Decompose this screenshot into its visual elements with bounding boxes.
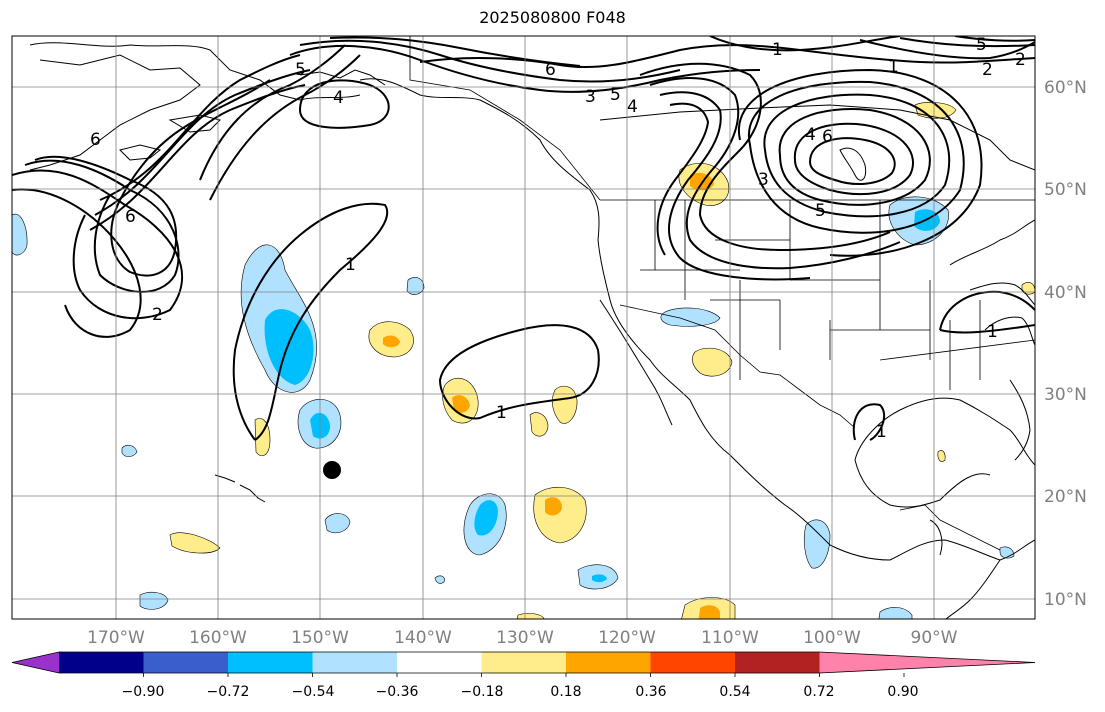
colorbar-tick-label: 0.36: [635, 684, 666, 700]
colorbar-segment: [397, 652, 482, 673]
contour-label: 6: [822, 127, 833, 147]
contour-label: 1: [876, 422, 887, 442]
lon-label: 90°W: [911, 628, 958, 648]
lon-label: 130°W: [496, 628, 554, 648]
contour-label: 1: [987, 322, 998, 342]
colorbar-tick-label: −0.90: [122, 684, 165, 700]
contour-label: 4: [333, 88, 344, 108]
colorbar-segment: [650, 652, 736, 673]
contour-label: 4: [627, 97, 638, 117]
colorbar-tick-labels: −0.90 −0.72 −0.54 −0.36 −0.18 0.18 0.36 …: [122, 684, 919, 700]
lon-label: 120°W: [598, 628, 656, 648]
colorbar-tick-label: 0.54: [719, 684, 750, 700]
colorbar-segment: [312, 652, 398, 673]
contour-label: 2: [982, 60, 993, 80]
latitude-labels: 60°N 50°N 40°N 30°N 20°N 10°N: [1044, 78, 1087, 610]
contour-label: 1: [496, 403, 507, 423]
contour-label: 4: [805, 125, 816, 145]
contour-label: 1: [345, 255, 356, 275]
colorbar-extend-max: [819, 652, 1035, 673]
colorbar-segment: [735, 652, 820, 673]
contour-lines: [12, 36, 1035, 441]
lat-label: 30°N: [1044, 385, 1087, 405]
lat-label: 10°N: [1044, 590, 1087, 610]
longitude-labels: 170°W 160°W 150°W 140°W 130°W 120°W 110°…: [87, 628, 958, 648]
graticule: [12, 36, 1035, 619]
map-title: 2025080800 F048: [479, 8, 626, 27]
colorbar-tick-label: 0.18: [550, 684, 581, 700]
contour-label: 3: [758, 170, 769, 190]
contour-label: 1: [772, 40, 783, 60]
lon-label: 150°W: [291, 628, 349, 648]
lat-label: 60°N: [1044, 78, 1087, 98]
contour-label: 5: [610, 85, 621, 105]
center-marker: [323, 461, 341, 479]
colorbar-segment: [143, 652, 229, 673]
lon-label: 160°W: [189, 628, 247, 648]
colorbar-tick-label: −0.36: [376, 684, 419, 700]
lon-label: 170°W: [87, 628, 145, 648]
lon-label: 100°W: [803, 628, 861, 648]
map-frame: [11, 35, 1036, 620]
lon-label: 110°W: [701, 628, 759, 648]
contour-label: 5: [815, 201, 826, 221]
contour-label: 5: [295, 60, 306, 80]
lat-label: 50°N: [1044, 180, 1087, 200]
map-area: [12, 36, 1035, 619]
colorbar-segment: [481, 652, 567, 673]
contour-label: 6: [125, 207, 136, 227]
contour-label-group: 6 6 2 5 4 6 3 5 4 1 1 2 5 2 4 6 3 5 1 1 …: [90, 35, 1026, 442]
contour-label: 6: [545, 60, 556, 80]
colorbar-tick-label: −0.18: [461, 684, 504, 700]
colorbar-outline: [11, 651, 1036, 674]
colorbar-segment: [59, 652, 144, 673]
colorbar-segment: [566, 652, 651, 673]
lat-label: 40°N: [1044, 283, 1087, 303]
lon-label: 140°W: [394, 628, 452, 648]
colorbar-tick-label: −0.72: [207, 684, 250, 700]
colorbar-extend-min: [12, 652, 59, 673]
contour-label: 2: [152, 305, 163, 325]
coastlines: [29, 42, 1035, 619]
contour-label: 1: [888, 57, 899, 77]
colorbar-tick-label: 0.90: [887, 684, 918, 700]
colorbar: [11, 651, 1036, 677]
colorbar-tick-label: −0.54: [292, 684, 335, 700]
contour-label: 5: [976, 35, 987, 55]
contour-label: 6: [90, 130, 101, 150]
colorbar-segment: [228, 652, 313, 673]
contour-label: 3: [585, 87, 596, 107]
lat-label: 20°N: [1044, 487, 1087, 507]
contour-label: 2: [1015, 50, 1026, 70]
colorbar-tick-label: 0.72: [803, 684, 834, 700]
